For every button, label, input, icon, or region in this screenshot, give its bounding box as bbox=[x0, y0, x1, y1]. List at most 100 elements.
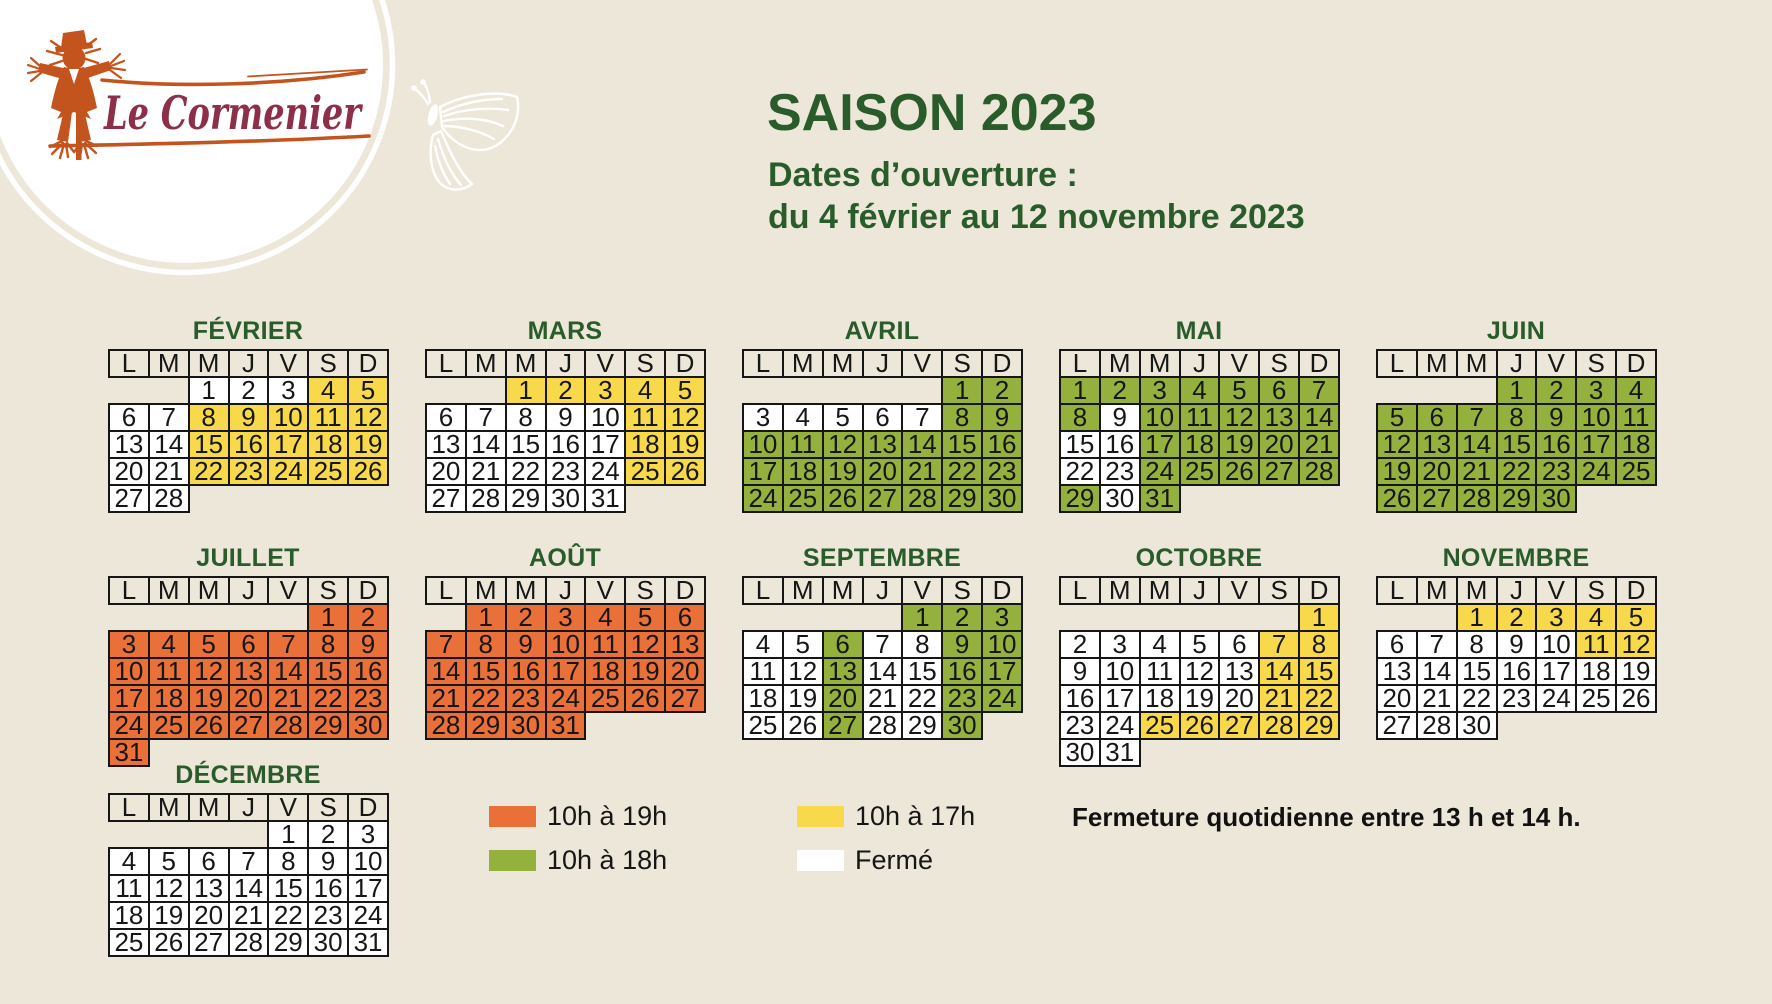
weekday-header-cell: D bbox=[981, 576, 1023, 605]
day-cell: 2 bbox=[981, 376, 1023, 405]
day-cell: 20 bbox=[425, 457, 467, 486]
weekday-header-cell: S bbox=[1258, 349, 1301, 378]
day-cell: 20 bbox=[861, 457, 904, 486]
month-title: AOÛT bbox=[528, 544, 602, 572]
weekday-header-cell: L bbox=[1059, 576, 1101, 605]
day-cell: 1 bbox=[504, 376, 547, 405]
day-cell-empty bbox=[1180, 604, 1220, 631]
day-cell: 28 bbox=[1455, 484, 1498, 513]
day-cell: 11 bbox=[742, 657, 784, 686]
day-cell: 17 bbox=[267, 430, 310, 459]
month-table: L M M J V S D 1 2 3 4 5 6 7 8 9 10 11 12 13 14 15 16 17 18 19 20 21… bbox=[1376, 349, 1657, 513]
day-cell: 12 bbox=[624, 630, 667, 659]
day-cell-empty bbox=[1219, 604, 1259, 631]
day-cell: 2 bbox=[347, 603, 389, 632]
day-cell: 9 bbox=[1495, 630, 1538, 659]
day-cell: 4 bbox=[1178, 376, 1221, 405]
week-row: 17 18 19 20 21 22 23 bbox=[108, 684, 389, 713]
day-cell: 15 bbox=[307, 657, 350, 686]
day-cell: 22 bbox=[1455, 684, 1498, 713]
opening-dates-line2: du 4 février au 12 novembre 2023 bbox=[768, 198, 1305, 236]
week-row: 29 30 31 bbox=[1059, 484, 1339, 513]
day-cell: 2 bbox=[1495, 603, 1538, 632]
day-cell: 11 bbox=[108, 874, 150, 903]
day-cell: 17 bbox=[108, 684, 150, 713]
day-cell: 2 bbox=[504, 603, 547, 632]
day-cell: 4 bbox=[584, 603, 627, 632]
month-table: L M M J V S D 1 2 3 4 5 6 7 8 9 10 11 12 13 14 15 16 17 18 19 20 21… bbox=[108, 576, 389, 767]
day-cell: 7 bbox=[147, 403, 190, 432]
day-cell-empty bbox=[863, 377, 903, 404]
day-cell: 13 bbox=[1258, 403, 1301, 432]
weekday-header-cell: V bbox=[584, 576, 627, 605]
day-cell: 28 bbox=[861, 711, 904, 740]
day-cell: 8 bbox=[307, 630, 350, 659]
butterfly-icon bbox=[411, 79, 520, 191]
weekday-header-cell: L bbox=[1376, 576, 1418, 605]
day-cell: 12 bbox=[1615, 630, 1657, 659]
day-cell: 28 bbox=[227, 928, 270, 957]
day-cell: 17 bbox=[1575, 430, 1618, 459]
day-cell: 18 bbox=[1575, 657, 1618, 686]
day-cell: 29 bbox=[901, 711, 944, 740]
day-cell: 29 bbox=[1059, 484, 1101, 513]
day-cell: 30 bbox=[504, 711, 547, 740]
month-table: L M M J V S D 1 2 3 4 5 6 7 8 9 10 11 12 13 14 15 16 17 18 19 20 21… bbox=[108, 349, 389, 513]
weekday-header-cell: V bbox=[901, 576, 944, 605]
day-cell: 19 bbox=[1376, 457, 1418, 486]
week-row: 20 21 22 23 24 25 26 bbox=[425, 457, 706, 486]
day-cell: 15 bbox=[187, 430, 230, 459]
day-cell: 13 bbox=[425, 430, 467, 459]
day-cell: 10 bbox=[347, 847, 389, 876]
month-table: L M M J V S D 1 2 3 4 5 6 7 8 9 10 11 12 13 14 15 16 17 18 19 20 21… bbox=[425, 576, 706, 740]
day-cell: 15 bbox=[267, 874, 310, 903]
day-cell: 12 bbox=[664, 403, 706, 432]
legend-label: 10h à 17h bbox=[855, 801, 976, 831]
day-cell: 8 bbox=[1495, 403, 1538, 432]
day-cell: 14 bbox=[147, 430, 190, 459]
day-cell: 19 bbox=[147, 901, 190, 930]
day-cell: 24 bbox=[584, 457, 627, 486]
day-cell-empty bbox=[783, 604, 823, 631]
day-cell: 30 bbox=[1535, 484, 1578, 513]
day-cell: 21 bbox=[147, 457, 190, 486]
day-cell: 10 bbox=[108, 657, 150, 686]
day-cell-empty bbox=[902, 377, 942, 404]
weekday-header-cell: V bbox=[901, 349, 944, 378]
day-cell: 13 bbox=[664, 630, 706, 659]
weekday-header-cell: V bbox=[1218, 576, 1261, 605]
month-octobre: OCTOBRE L M M J V S D 1 2 3 4 5 6 7 8 9 10 11 12 13 14 15 16 17 1… bbox=[1058, 543, 1340, 767]
week-row: 27 28 29 30 31 bbox=[425, 484, 705, 513]
day-cell: 16 bbox=[544, 430, 587, 459]
day-cell: 5 bbox=[1615, 603, 1657, 632]
weekday-header-cell: M bbox=[1415, 576, 1458, 605]
day-cell: 11 bbox=[147, 657, 190, 686]
day-cell-empty bbox=[109, 377, 149, 404]
day-cell: 8 bbox=[941, 403, 984, 432]
day-cell: 18 bbox=[108, 901, 150, 930]
day-cell: 24 bbox=[1535, 684, 1578, 713]
day-cell-empty bbox=[1259, 604, 1299, 631]
day-cell: 2 bbox=[1535, 376, 1578, 405]
day-cell: 20 bbox=[664, 657, 706, 686]
week-row: 25 26 27 28 29 30 31 bbox=[108, 928, 389, 957]
legend-label: 10h à 19h bbox=[547, 801, 668, 831]
day-cell: 21 bbox=[901, 457, 944, 486]
weekday-header-cell: J bbox=[861, 349, 904, 378]
month-title: AVRIL bbox=[844, 317, 920, 345]
day-cell: 5 bbox=[147, 847, 190, 876]
month-title: DÉCEMBRE bbox=[175, 761, 321, 789]
day-cell: 18 bbox=[307, 430, 350, 459]
day-cell: 9 bbox=[981, 403, 1023, 432]
day-cell: 1 bbox=[267, 820, 310, 849]
week-row: 19 20 21 22 23 24 25 bbox=[1376, 457, 1657, 486]
month-février: FÉVRIER L M M J V S D 1 2 3 4 5 6 7 8 9 10 11 12 13 14 15 16 17 1… bbox=[107, 316, 389, 513]
day-cell: 18 bbox=[624, 430, 667, 459]
